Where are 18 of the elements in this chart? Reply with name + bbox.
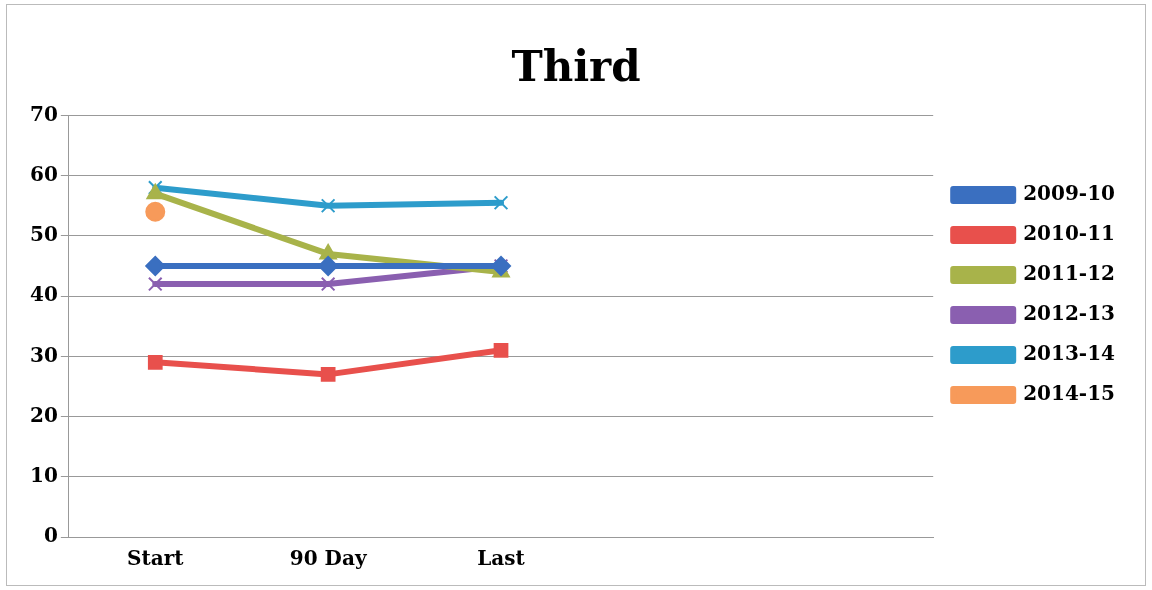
y-tick-label: 70 bbox=[29, 101, 58, 126]
legend-label: 2013-14 bbox=[1023, 341, 1116, 366]
legend-label: 2012-13 bbox=[1023, 301, 1115, 326]
y-tick-label: 60 bbox=[29, 161, 58, 186]
y-tick-label: 30 bbox=[29, 342, 58, 367]
legend-label: 2014-15 bbox=[1023, 381, 1115, 406]
x-tick-label: Start bbox=[127, 546, 185, 571]
x-tick-label: 90 Day bbox=[289, 546, 368, 571]
x-tick-label: Last bbox=[477, 546, 526, 571]
y-tick-label: 40 bbox=[29, 282, 58, 307]
chart-title: Third bbox=[511, 42, 641, 92]
y-tick-label: 20 bbox=[29, 402, 58, 427]
y-tick-label: 10 bbox=[29, 462, 58, 487]
legend-label: 2011-12 bbox=[1023, 261, 1115, 286]
legend-label: 2009-10 bbox=[1023, 181, 1115, 206]
y-tick-label: 0 bbox=[43, 523, 58, 548]
legend-label: 2010-11 bbox=[1023, 221, 1115, 246]
y-tick-label: 50 bbox=[29, 222, 58, 247]
